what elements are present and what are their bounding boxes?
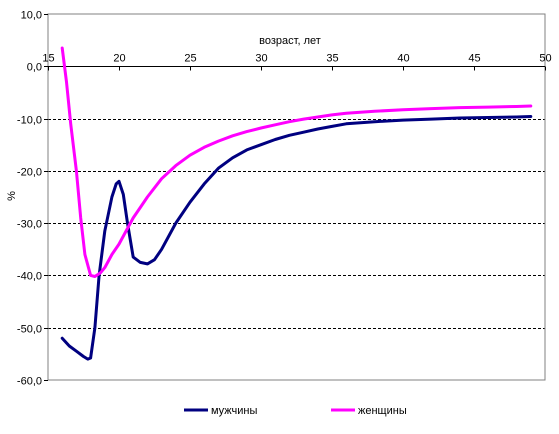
y-axis-label: % bbox=[6, 191, 18, 201]
y-tick-label: -30,0 bbox=[17, 219, 42, 231]
series-line-women bbox=[60, 46, 533, 278]
x-tick-label: 25 bbox=[184, 53, 196, 65]
axes: 15 20 25 30 35 40 45 50 10,0 0,0 -10,0 -20,0 -30,0 -4… bbox=[17, 10, 552, 388]
x-tick-label: 45 bbox=[468, 53, 480, 65]
x-axis-label: возраст, лет bbox=[259, 35, 321, 47]
x-tick-label: 30 bbox=[255, 53, 267, 65]
x-tick-label: 40 bbox=[397, 53, 409, 65]
y-tick-label: -10,0 bbox=[17, 115, 42, 127]
x-tick-label: 20 bbox=[113, 53, 125, 65]
legend-label-women: женщины bbox=[358, 405, 407, 417]
y-tick-label: -40,0 bbox=[17, 271, 42, 283]
x-tick-label: 15 bbox=[42, 53, 54, 65]
legend-label-men: мужчины bbox=[211, 405, 257, 417]
x-tick-label: 50 bbox=[539, 53, 551, 65]
legend: мужчины женщины bbox=[184, 405, 407, 417]
series-line-men bbox=[60, 115, 533, 361]
y-tick-label: -60,0 bbox=[17, 376, 42, 388]
plot-area bbox=[47, 13, 546, 381]
y-tick-label: 0,0 bbox=[27, 62, 42, 74]
y-tick-label: 10,0 bbox=[21, 10, 42, 22]
y-tick-label: -50,0 bbox=[17, 324, 42, 336]
y-tick-label: -20,0 bbox=[17, 167, 42, 179]
series-lines bbox=[60, 46, 533, 361]
x-tick-label: 35 bbox=[326, 53, 338, 65]
